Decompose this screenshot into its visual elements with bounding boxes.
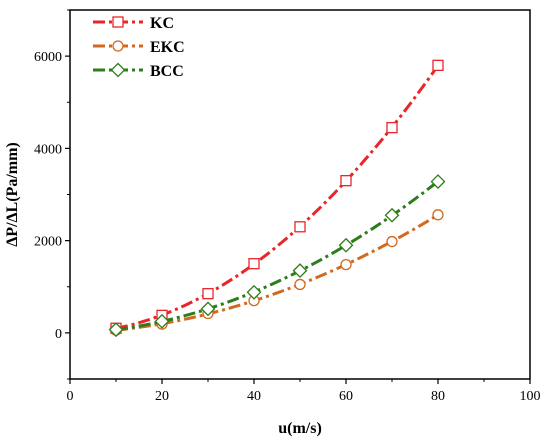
- x-tick-label: 0: [67, 389, 74, 404]
- x-tick-label: 20: [155, 389, 169, 404]
- legend-item-kc: KC: [93, 15, 174, 32]
- data-point-ekc: [432, 209, 444, 221]
- data-point-bcc: [246, 284, 262, 300]
- data-point-kc: [340, 175, 352, 187]
- x-axis-label: u(m/s): [278, 420, 322, 437]
- x-tick-label: 80: [431, 389, 445, 404]
- data-point-kc: [294, 221, 306, 233]
- data-point-bcc: [338, 237, 354, 253]
- y-tick-label: 2000: [34, 235, 62, 250]
- legend: KC EKC BCC: [93, 15, 185, 80]
- y-tick-label: 6000: [34, 50, 62, 65]
- data-point-kc: [386, 121, 398, 134]
- series-line-kc: [115, 64, 440, 330]
- data-point-kc: [202, 288, 214, 300]
- series-layer: [108, 59, 446, 338]
- legend-label: EKC: [150, 39, 185, 56]
- data-point-bcc: [200, 301, 216, 317]
- series-ekc: [110, 209, 444, 336]
- legend-item-bcc: BCC: [93, 62, 184, 80]
- y-axis-label: ΔP/ΔL(Pa/mm): [4, 142, 21, 246]
- data-point-kc: [248, 258, 260, 270]
- legend-label: BCC: [150, 63, 184, 80]
- data-point-ekc: [340, 258, 352, 271]
- x-tick-label: 40: [247, 389, 261, 404]
- x-tick-label: 60: [339, 389, 353, 404]
- legend-label: KC: [150, 15, 174, 32]
- data-point-ekc: [386, 235, 398, 248]
- y-tick-label: 0: [55, 327, 62, 342]
- legend-marker: [112, 40, 124, 52]
- x-tick-label: 100: [520, 389, 541, 404]
- ticks-layer: 0 20 40 60 80 100 0 2000 4000 6000: [34, 9, 541, 404]
- y-tick-label: 4000: [34, 142, 62, 157]
- data-point-bcc: [430, 174, 446, 190]
- legend-marker: [110, 62, 126, 78]
- series-line-ekc: [115, 213, 439, 332]
- data-point-bcc: [384, 207, 400, 223]
- series-line-bcc: [115, 180, 439, 332]
- data-point-ekc: [294, 278, 306, 291]
- series-bcc: [108, 174, 446, 338]
- data-point-bcc: [292, 263, 308, 279]
- data-point-bcc: [108, 322, 124, 338]
- legend-marker: [112, 16, 124, 28]
- data-point-kc: [432, 59, 444, 71]
- legend-item-ekc: EKC: [93, 39, 185, 56]
- data-point-bcc: [154, 313, 170, 329]
